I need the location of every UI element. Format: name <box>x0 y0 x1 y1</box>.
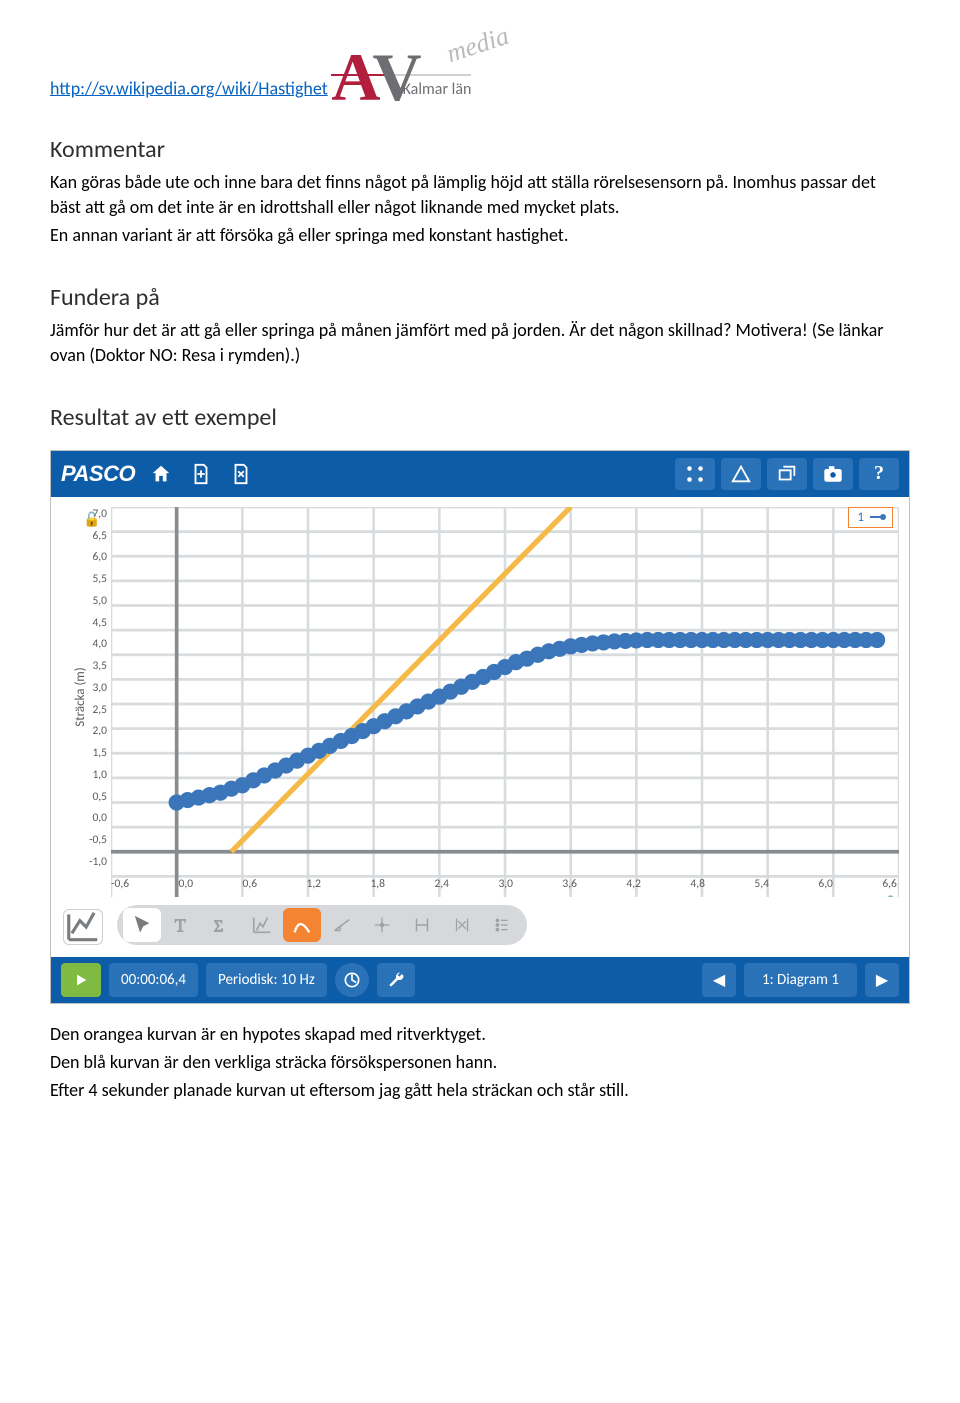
footer-line-3: Efter 4 sekunder planade kurvan ut efter… <box>50 1078 910 1102</box>
av-media-logo: A V media Kalmar län <box>331 50 485 99</box>
home-icon[interactable] <box>147 460 175 488</box>
footer-line-2: Den blå kurvan är den verkliga sträcka f… <box>50 1050 910 1074</box>
text-tool-button[interactable]: T <box>163 908 201 942</box>
layers-tool-icon[interactable] <box>767 458 807 490</box>
fundera-p: Jämför hur det är att gå eller springa p… <box>50 318 910 367</box>
sampling-mode-button[interactable]: Periodisk: 10 Hz <box>206 963 327 997</box>
svg-text:T: T <box>175 915 186 935</box>
chart-type-button[interactable] <box>63 909 103 945</box>
record-circle-button[interactable] <box>335 963 369 997</box>
app-bottom-bar: 00:00:06,4 Periodisk: 10 Hz ◀ 1: Diagram… <box>51 957 909 1003</box>
wikipedia-link[interactable]: http://sv.wikipedia.org/wiki/Hastighet <box>50 77 328 99</box>
help-icon[interactable]: ? <box>859 458 899 490</box>
pointer-tool-button[interactable] <box>123 908 161 942</box>
pasco-logo: PASCO <box>61 461 135 487</box>
legend-label: 1 <box>857 510 864 525</box>
fundera-heading: Fundera på <box>50 283 910 312</box>
y-axis-ticks: 7,06,56,05,55,04,54,03,53,02,52,01,51,00… <box>85 507 107 869</box>
scatter-tool-icon[interactable] <box>675 458 715 490</box>
draw-tool-button[interactable] <box>283 908 321 942</box>
footer-line-1: Den orangea kurvan är en hypotes skapad … <box>50 1022 910 1046</box>
fit-tool-button[interactable] <box>443 908 481 942</box>
range-tool-button[interactable] <box>403 908 441 942</box>
triangle-tool-icon[interactable] <box>721 458 761 490</box>
options-tool-button[interactable] <box>483 908 521 942</box>
chart-tools-row: T Σ <box>51 897 909 957</box>
kommentar-heading: Kommentar <box>50 135 910 164</box>
legend-marker-icon <box>870 516 884 518</box>
play-button[interactable] <box>61 963 101 997</box>
next-page-button[interactable]: ▶ <box>865 963 899 997</box>
prev-page-button[interactable]: ◀ <box>702 963 736 997</box>
chart-area: 🔓 Sträcka (m) 7,06,56,05,55,04,54,03,53,… <box>51 497 909 897</box>
kommentar-p1: Kan göras både ute och inne bara det fin… <box>50 170 910 219</box>
elapsed-time: 00:00:06,4 <box>109 963 198 997</box>
autoscale-tool-button[interactable] <box>243 908 281 942</box>
page-selector[interactable]: 1: Diagram 1 <box>744 963 857 997</box>
camera-icon[interactable] <box>813 458 853 490</box>
chart-svg <box>111 507 899 901</box>
pasco-app: PASCO ? 🔓 Sträcka (m) 7,06,56,05,55,04,5… <box>50 450 910 1004</box>
resultat-heading: Resultat av ett exempel <box>50 403 910 432</box>
x-axis-ticks: -0,60,00,61,21,82,43,03,64,24,85,46,06,6 <box>111 877 897 891</box>
chart-legend[interactable]: 1 <box>848 507 893 528</box>
slope-tool-button[interactable] <box>323 908 361 942</box>
svg-text:Σ: Σ <box>214 916 224 935</box>
tools-pill: T Σ <box>117 905 527 945</box>
coordinates-tool-button[interactable] <box>363 908 401 942</box>
kommentar-p2: En annan variant är att försöka gå eller… <box>50 223 910 247</box>
sigma-tool-button[interactable]: Σ <box>203 908 241 942</box>
new-page-icon[interactable] <box>187 460 215 488</box>
logo-media-text: media <box>443 21 513 69</box>
app-top-toolbar: PASCO ? <box>51 451 909 497</box>
settings-button[interactable] <box>377 963 415 997</box>
delete-page-icon[interactable] <box>227 460 255 488</box>
